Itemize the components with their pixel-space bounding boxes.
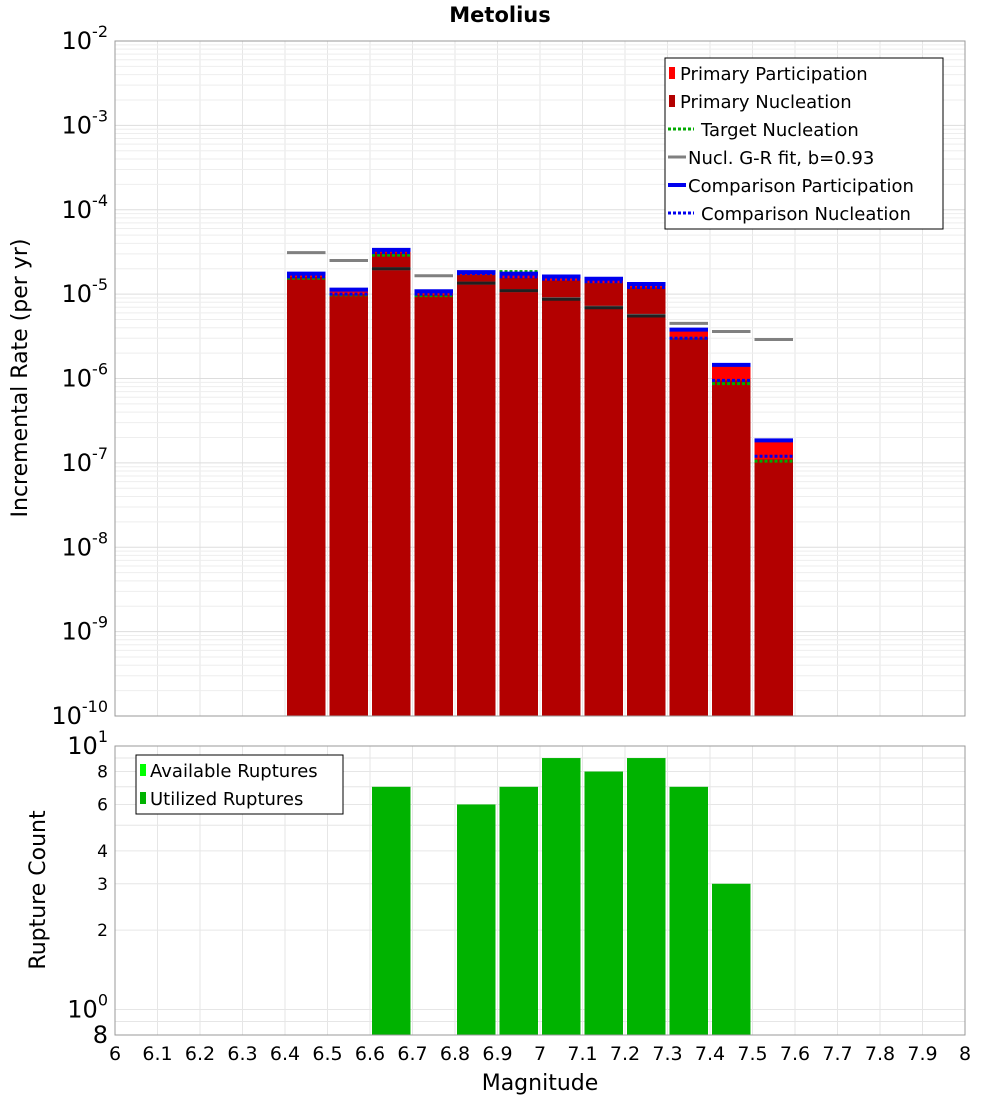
legend-label-primary-participation: Primary Participation [680, 64, 868, 85]
bottom-plot-marks [372, 758, 751, 1035]
x-tick-label: 6.2 [185, 1043, 215, 1065]
top-y-tick-label: 10-6 [62, 360, 109, 393]
x-axis-label: Magnitude [482, 1071, 599, 1096]
bar-primary-nucleation [542, 280, 581, 716]
x-tick-label: 6.1 [142, 1043, 172, 1065]
bottom-y-tick-label: 2 [97, 921, 108, 941]
legend-swatch-utilized-ruptures [140, 792, 146, 804]
x-tick-label: 6.4 [270, 1043, 300, 1065]
bar-primary-nucleation [627, 287, 666, 716]
bottom-legend: Available Ruptures Utilized Ruptures [135, 754, 344, 815]
bottom-y-tick-label: 101 [67, 727, 108, 760]
x-tick-label: 6.6 [355, 1043, 385, 1065]
x-tick-label: 6.3 [227, 1043, 257, 1065]
top-y-tick-label: 10-2 [62, 22, 109, 55]
x-tick-label: 7.9 [907, 1043, 937, 1065]
bar-utilized-ruptures [372, 786, 411, 1035]
bar-primary-nucleation [329, 294, 368, 716]
legend-label-gr-fit: Nucl. G-R fit, b=0.93 [688, 148, 874, 169]
top-y-tick-label: 10-10 [51, 697, 108, 730]
bar-utilized-ruptures [669, 786, 708, 1035]
top-y-tick-label: 10-8 [62, 528, 109, 561]
x-tick-label: 6.9 [482, 1043, 512, 1065]
bar-primary-nucleation [287, 276, 326, 716]
legend-swatch-primary-participation [669, 67, 675, 79]
x-tick-label: 7.6 [780, 1043, 810, 1065]
x-tick-label: 6 [109, 1043, 121, 1065]
bar-utilized-ruptures [499, 786, 538, 1035]
legend-label-primary-nucleation: Primary Nucleation [680, 92, 852, 113]
top-y-tick-label: 10-9 [62, 613, 109, 646]
bottom-y-tick-label: 4 [97, 842, 108, 862]
bottom-y-tick-label: 8 [97, 763, 108, 783]
top-legend-box [664, 57, 944, 230]
legend-swatch-available-ruptures [140, 764, 146, 776]
x-tick-label: 7.4 [695, 1043, 725, 1065]
bottom-y-tick-label: 8 [93, 1021, 108, 1049]
x-tick-labels: 6 6.1 6.2 6.3 6.4 6.5 6.6 6.7 6.8 6.9 7 7.1 7.2 7.3 7.… [109, 1043, 971, 1065]
bar-utilized-ruptures [542, 758, 581, 1035]
top-plot-marks [287, 247, 793, 717]
legend-label-target-nucleation: Target Nucleation [700, 120, 859, 141]
bar-primary-nucleation [372, 252, 411, 716]
bottom-y-tick-label: 3 [97, 875, 108, 895]
legend-label-comparison-nucleation: Comparison Nucleation [701, 204, 911, 225]
x-tick-label: 7.3 [652, 1043, 682, 1065]
bottom-y-tick-label: 100 [67, 990, 108, 1023]
x-tick-label: 7.7 [822, 1043, 852, 1065]
bar-utilized-ruptures [457, 804, 496, 1035]
bar-primary-nucleation [754, 459, 793, 716]
legend-label-comparison-participation: Comparison Participation [688, 176, 914, 197]
bar-utilized-ruptures [627, 758, 666, 1035]
x-tick-label: 7.5 [737, 1043, 767, 1065]
x-tick-label: 8 [959, 1043, 971, 1065]
bottom-y-axis-label: Rupture Count [26, 810, 51, 970]
x-tick-label: 6.8 [440, 1043, 470, 1065]
x-tick-label: 6.7 [397, 1043, 427, 1065]
bottom-plot-frame [114, 745, 966, 1036]
top-y-tick-label: 10-5 [62, 275, 109, 308]
x-tick-label: 6.5 [312, 1043, 342, 1065]
top-y-tick-labels: 10-10 10-9 10-8 10-7 10-6 10-5 10-4 10-3 10-2 [51, 22, 108, 730]
bar-primary-nucleation [499, 278, 538, 716]
top-plot-frame [114, 40, 966, 717]
bottom-legend-box [135, 754, 344, 815]
x-tick-label: 7.8 [865, 1043, 895, 1065]
legend-label-available-ruptures: Available Ruptures [150, 761, 318, 782]
bar-primary-nucleation [712, 380, 751, 716]
x-tick-label: 7.2 [610, 1043, 640, 1065]
chart-title: Metolius [449, 3, 550, 27]
bar-primary-nucleation [414, 294, 453, 716]
bar-primary-nucleation [584, 283, 623, 716]
bar-primary-nucleation [457, 274, 496, 716]
bar-utilized-ruptures [584, 771, 623, 1035]
bar-utilized-ruptures [712, 883, 751, 1035]
x-tick-label: 7 [534, 1043, 546, 1065]
top-legend: Primary Participation Primary Nucleation… [664, 57, 944, 230]
top-y-axis-label: Incremental Rate (per yr) [8, 239, 33, 518]
x-tick-label: 7.1 [567, 1043, 597, 1065]
top-y-tick-label: 10-7 [62, 444, 109, 477]
top-y-tick-label: 10-4 [62, 191, 109, 224]
legend-swatch-primary-nucleation [669, 95, 675, 107]
bottom-y-tick-label: 6 [97, 795, 108, 815]
top-grid [114, 41, 966, 717]
legend-label-utilized-ruptures: Utilized Ruptures [150, 789, 303, 810]
bar-primary-nucleation [669, 338, 708, 716]
top-y-tick-label: 10-3 [62, 106, 109, 139]
